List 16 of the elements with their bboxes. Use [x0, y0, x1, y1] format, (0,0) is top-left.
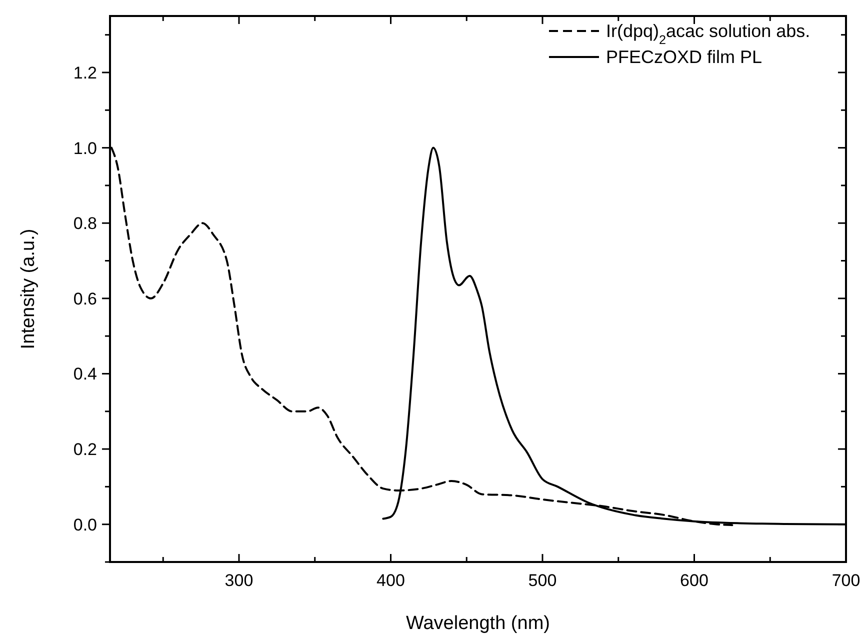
legend-label: Ir(dpq)$_{2}$acac solution abs. [606, 21, 810, 47]
x-tick-label: 600 [680, 571, 708, 590]
legend-label: PFECzOXD film PL [606, 47, 762, 67]
x-axis-title: Wavelength (nm) [406, 613, 550, 634]
y-tick-label: 0.4 [73, 364, 97, 384]
y-tick-label: 0.8 [73, 214, 97, 234]
y-tick-label: 0.0 [73, 515, 97, 534]
y-axis-title: Intensity (a.u.) [18, 228, 39, 350]
y-tick-label: 1.2 [73, 63, 97, 82]
x-tick-label: 500 [528, 571, 557, 590]
y-tick-label: 0.2 [73, 440, 97, 460]
x-tick-label: 300 [224, 571, 254, 590]
y-tick-label: 1.0 [73, 138, 97, 158]
x-tick-label: 400 [376, 571, 405, 590]
x-tick-label: 700 [832, 571, 860, 590]
y-tick-label: 0.6 [73, 289, 97, 308]
